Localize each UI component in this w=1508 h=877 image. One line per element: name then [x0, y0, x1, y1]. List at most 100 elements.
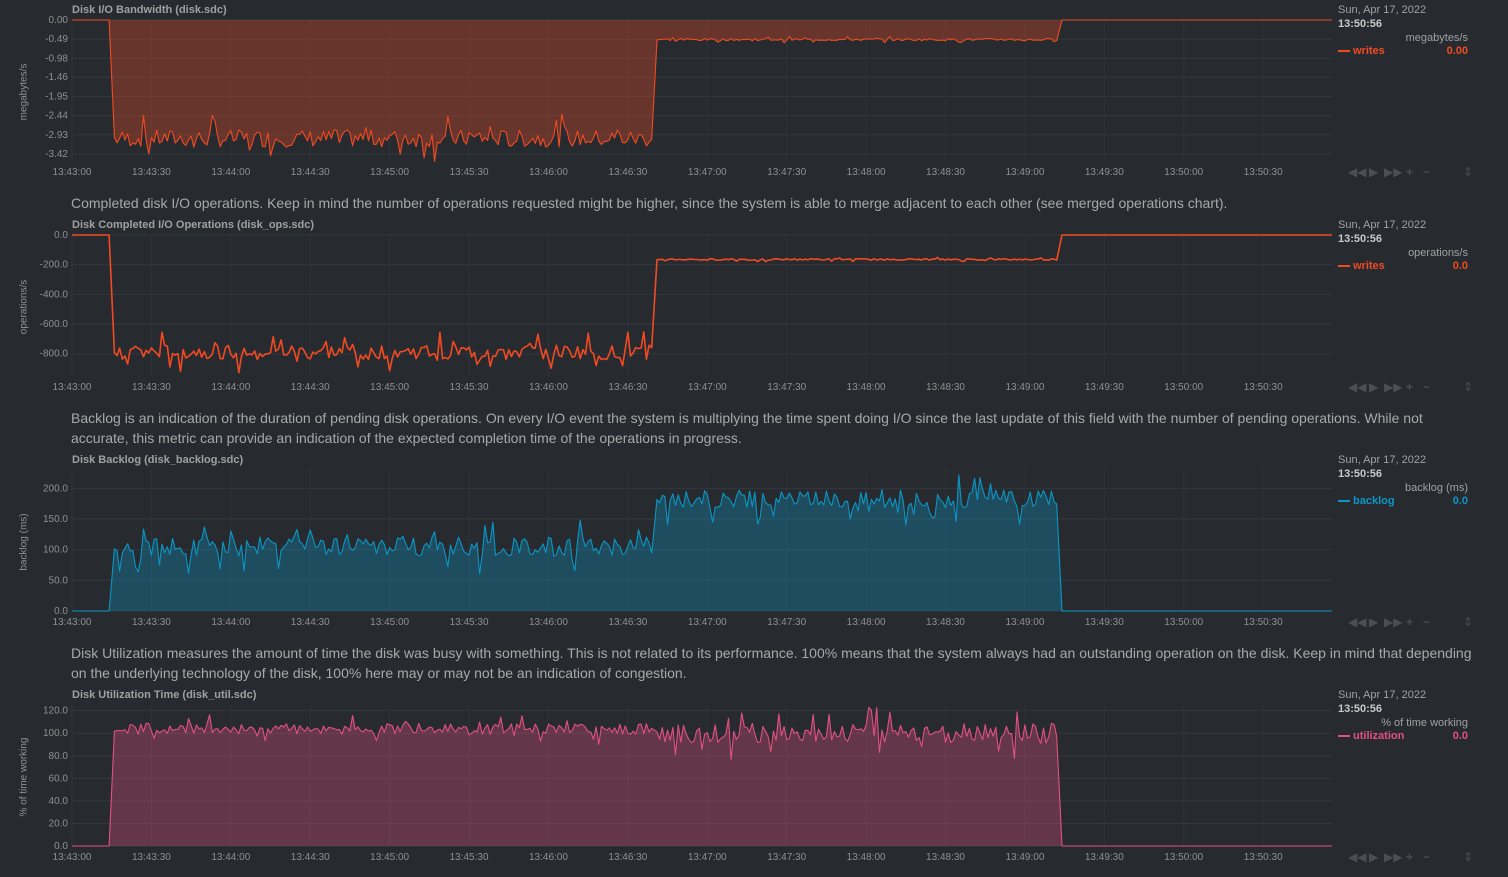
- x-tick-label: 13:45:00: [370, 167, 409, 178]
- zoom-out-icon[interactable]: −: [1423, 850, 1431, 864]
- rewind-icon[interactable]: ◀◀: [1348, 380, 1367, 394]
- rewind-icon[interactable]: ◀◀: [1348, 850, 1367, 864]
- x-tick-label: 13:49:00: [1005, 382, 1044, 393]
- series-area-writes: [72, 20, 1332, 162]
- chart-plot[interactable]: 0.0 -200.0 -400.0 -600.0 -800.0 13:43:00 13:43…: [0, 223, 1508, 401]
- chart-panel-disk-ops: Disk Completed I/O Operations (disk_ops.…: [0, 219, 1508, 401]
- x-tick-label: 13:46:00: [529, 852, 568, 863]
- legend-series-writes[interactable]: writes 0.00: [1338, 45, 1468, 57]
- legend-units: operations/s: [1408, 247, 1468, 259]
- y-tick-label: -600.0: [40, 319, 69, 330]
- y-tick-label: -0.49: [45, 34, 68, 45]
- x-tick-label: 13:46:00: [529, 167, 568, 178]
- chart-plot[interactable]: 0.0 20.0 40.0 60.0 80.0 100.0 120.0 13:43:00 13:…: [0, 693, 1508, 871]
- chart-plot[interactable]: 0.00 -0.49 -0.98 -1.46 -1.95 -2.44 -2.93 -3.42 1…: [0, 8, 1508, 186]
- play-icon[interactable]: ▶: [1369, 380, 1379, 394]
- chart-plot[interactable]: 0.0 50.0 100.0 150.0 200.0 13:43:00 13:43:30 13…: [0, 458, 1508, 636]
- play-icon[interactable]: ▶: [1369, 615, 1379, 629]
- x-tick-label: 13:44:00: [211, 617, 250, 628]
- legend-units: % of time working: [1381, 717, 1468, 729]
- legend-series-name: writes: [1353, 260, 1385, 272]
- resize-handle-icon[interactable]: ⇕: [1463, 165, 1474, 179]
- x-tick-label: 13:43:30: [132, 382, 171, 393]
- x-tick-label: 13:49:00: [1005, 617, 1044, 628]
- y-tick-label: 80.0: [49, 751, 69, 762]
- legend-series-writes[interactable]: writes 0.0: [1338, 260, 1468, 272]
- legend-series-value: 0.0: [1452, 260, 1468, 272]
- y-tick-label: 0.0: [54, 841, 68, 852]
- series-line-utilization: [72, 706, 1332, 847]
- chart-description-ops: Completed disk I/O operations. Keep in m…: [71, 195, 1228, 211]
- legend-date: Sun, Apr 17, 2022: [1338, 4, 1427, 16]
- x-tick-label: 13:50:00: [1164, 852, 1203, 863]
- x-tick-label: 13:47:30: [767, 167, 806, 178]
- y-tick-label: 50.0: [49, 575, 69, 586]
- legend-series-name: backlog: [1353, 495, 1395, 507]
- y-tick-label: 20.0: [49, 818, 69, 829]
- chart-description-util: Disk Utilization measures the amount of …: [71, 645, 1472, 681]
- x-tick-label: 13:44:00: [211, 382, 250, 393]
- x-tick-label: 13:43:00: [53, 382, 92, 393]
- x-tick-label: 13:46:30: [608, 167, 647, 178]
- legend-date: Sun, Apr 17, 2022: [1338, 454, 1427, 466]
- x-tick-label: 13:46:00: [529, 382, 568, 393]
- x-tick-label: 13:45:30: [450, 382, 489, 393]
- chart-toolbar: ◀◀ ▶ ▶▶ + − ⇕: [1348, 850, 1473, 864]
- y-tick-label: -3.42: [45, 149, 68, 160]
- y-tick-label: 200.0: [43, 483, 68, 494]
- chart-legend: Sun, Apr 17, 2022 13:50:56 megabytes/s w…: [1338, 4, 1468, 57]
- x-tick-label: 13:50:30: [1244, 617, 1283, 628]
- legend-series-utilization[interactable]: utilization 0.0: [1338, 730, 1468, 742]
- resize-handle-icon[interactable]: ⇕: [1463, 380, 1474, 394]
- fast-forward-icon[interactable]: ▶▶: [1384, 850, 1403, 864]
- chart-panel-disk-util: Disk Utilization Time (disk_util.sdc) % …: [0, 689, 1508, 871]
- y-tick-label: -2.44: [45, 111, 68, 122]
- x-tick-label: 13:49:00: [1005, 852, 1044, 863]
- legend-units: backlog (ms): [1405, 482, 1468, 494]
- chart-legend: Sun, Apr 17, 2022 13:50:56 operations/s …: [1338, 219, 1468, 272]
- x-tick-label: 13:50:30: [1244, 852, 1283, 863]
- x-tick-label: 13:49:30: [1085, 167, 1124, 178]
- y-tick-label: -2.93: [45, 130, 68, 141]
- resize-handle-icon[interactable]: ⇕: [1463, 615, 1474, 629]
- zoom-in-icon[interactable]: +: [1406, 380, 1414, 394]
- y-tick-label: 100.0: [43, 728, 68, 739]
- legend-units: megabytes/s: [1405, 32, 1468, 44]
- zoom-in-icon[interactable]: +: [1406, 850, 1414, 864]
- chart-title: Disk Completed I/O Operations (disk_ops.…: [72, 219, 315, 231]
- zoom-out-icon[interactable]: −: [1423, 165, 1431, 179]
- legend-series-backlog[interactable]: backlog 0.0: [1338, 495, 1468, 507]
- chart-toolbar: ◀◀ ▶ ▶▶ + − ⇕: [1348, 165, 1473, 179]
- y-tick-label: 40.0: [49, 796, 69, 807]
- series-area-utilization: [72, 707, 1332, 846]
- zoom-out-icon[interactable]: −: [1423, 615, 1431, 629]
- y-tick-label: 0.0: [54, 230, 68, 241]
- fast-forward-icon[interactable]: ▶▶: [1384, 615, 1403, 629]
- x-tick-label: 13:48:00: [847, 382, 886, 393]
- x-tick-label: 13:47:30: [767, 617, 806, 628]
- rewind-icon[interactable]: ◀◀: [1348, 165, 1367, 179]
- chart-legend: Sun, Apr 17, 2022 13:50:56 backlog (ms) …: [1338, 454, 1468, 507]
- x-tick-label: 13:48:30: [926, 852, 965, 863]
- zoom-in-icon[interactable]: +: [1406, 615, 1414, 629]
- fast-forward-icon[interactable]: ▶▶: [1384, 380, 1403, 394]
- zoom-out-icon[interactable]: −: [1423, 380, 1431, 394]
- x-tick-label: 13:50:30: [1244, 382, 1283, 393]
- play-icon[interactable]: ▶: [1369, 165, 1379, 179]
- y-tick-label: -200.0: [40, 260, 69, 271]
- legend-time: 13:50:56: [1338, 233, 1383, 245]
- x-tick-label: 13:48:00: [847, 167, 886, 178]
- fast-forward-icon[interactable]: ▶▶: [1384, 165, 1403, 179]
- x-tick-label: 13:47:30: [767, 852, 806, 863]
- x-tick-label: 13:49:30: [1085, 852, 1124, 863]
- x-tick-label: 13:50:00: [1164, 382, 1203, 393]
- rewind-icon[interactable]: ◀◀: [1348, 615, 1367, 629]
- resize-handle-icon[interactable]: ⇕: [1463, 850, 1474, 864]
- legend-series-name: writes: [1353, 45, 1385, 57]
- chart-description-backlog: Backlog is an indication of the duration…: [71, 410, 1423, 446]
- zoom-in-icon[interactable]: +: [1406, 165, 1414, 179]
- chart-toolbar: ◀◀ ▶ ▶▶ + − ⇕: [1348, 615, 1473, 629]
- play-icon[interactable]: ▶: [1369, 850, 1379, 864]
- x-tick-label: 13:46:30: [608, 617, 647, 628]
- x-tick-label: 13:47:00: [688, 382, 727, 393]
